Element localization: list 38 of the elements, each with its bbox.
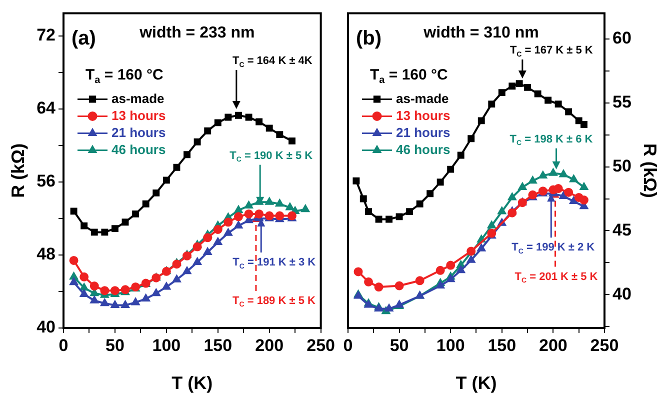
x-axis-title: T (K) [172, 373, 213, 394]
y-tick-label: 55 [612, 92, 632, 112]
x-tick-label: 0 [58, 336, 68, 355]
legend-label: 46 hours [396, 142, 450, 157]
x-tick-label: 100 [436, 336, 465, 355]
x-tick-label: 0 [343, 336, 353, 355]
y-tick-label: 48 [36, 244, 56, 264]
x-tick-label: 100 [152, 336, 181, 355]
text: width = 233 nm [138, 24, 255, 42]
legend-label: 13 hours [396, 108, 450, 123]
y-tick-label: 60 [612, 28, 632, 48]
text: width = 310 nm [422, 24, 539, 42]
legend-label: as-made [396, 90, 449, 106]
x-tick-label: 200 [255, 336, 284, 355]
x-axis-title: T (K) [456, 373, 497, 394]
y-tick-label: 56 [36, 172, 56, 191]
y-tick-label: 50 [612, 156, 632, 176]
y-axis-title: R (kΩ) [8, 143, 28, 198]
y-tick-label: 40 [36, 318, 56, 337]
y-tick-label: 64 [36, 98, 56, 118]
x-tick-label: 200 [539, 336, 568, 355]
legend-label: 46 hours [112, 142, 166, 157]
y-axis-title: R (kΩ) [640, 143, 660, 198]
x-tick-label: 150 [204, 336, 232, 355]
x-tick-label: 50 [390, 336, 409, 355]
text: (b) [356, 28, 382, 50]
legend-label: 21 hours [396, 124, 450, 140]
y-tick-label: 45 [612, 220, 632, 240]
legend-label: 13 hours [112, 108, 166, 123]
x-tick-label: 250 [590, 336, 619, 355]
text: (a) [72, 28, 96, 50]
x-tick-label: 50 [106, 336, 124, 355]
x-tick-label: 150 [488, 336, 516, 355]
x-tick-label: 250 [306, 336, 336, 355]
legend-label: as-made [112, 90, 164, 106]
y-tick-label: 40 [612, 284, 632, 304]
legend-label: 21 hours [112, 124, 166, 140]
y-tick-label: 72 [36, 26, 56, 45]
